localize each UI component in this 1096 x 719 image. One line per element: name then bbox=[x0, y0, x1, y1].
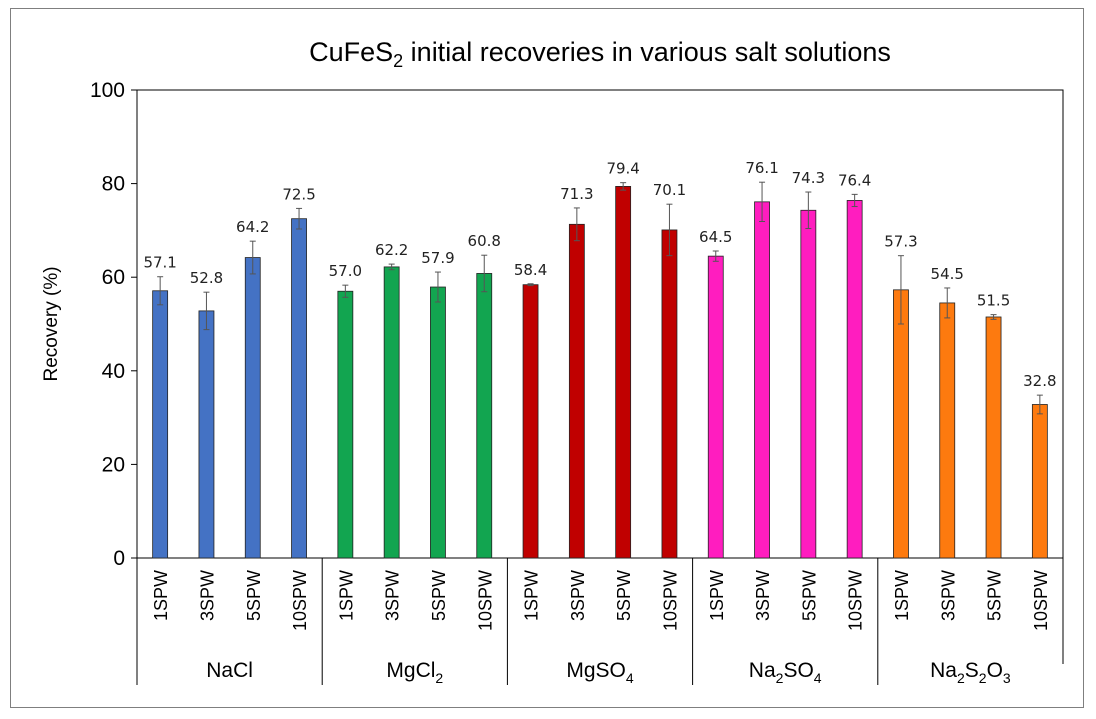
data-label: 72.5 bbox=[282, 185, 315, 203]
category-label: 1SPW bbox=[707, 570, 727, 621]
category-label: 10SPW bbox=[846, 570, 866, 631]
group-label: MgSO4 bbox=[566, 659, 634, 686]
data-label: 64.2 bbox=[236, 218, 269, 236]
data-label: 79.4 bbox=[606, 160, 639, 178]
data-label: 54.5 bbox=[931, 265, 964, 283]
data-label: 57.0 bbox=[329, 262, 362, 280]
category-label: 1SPW bbox=[522, 570, 542, 621]
bar bbox=[985, 316, 1002, 559]
category-label: 10SPW bbox=[290, 570, 310, 631]
bar bbox=[615, 186, 632, 559]
category-label: 5SPW bbox=[429, 570, 449, 621]
bar bbox=[1031, 404, 1048, 559]
bar bbox=[661, 229, 678, 559]
category-label: 5SPW bbox=[244, 570, 264, 621]
category-label: 10SPW bbox=[1031, 570, 1051, 631]
data-label: 52.8 bbox=[190, 269, 223, 287]
bar bbox=[198, 310, 215, 559]
bar bbox=[846, 200, 863, 559]
group-label: MgCl2 bbox=[386, 659, 443, 686]
data-label: 74.3 bbox=[792, 169, 825, 187]
data-label: 57.1 bbox=[143, 254, 176, 272]
bar bbox=[893, 289, 909, 559]
data-label: 51.5 bbox=[977, 292, 1010, 310]
y-tick-label: 60 bbox=[102, 266, 125, 289]
data-label: 71.3 bbox=[560, 185, 593, 203]
y-tick-label: 100 bbox=[90, 79, 125, 102]
category-label: 3SPW bbox=[753, 570, 773, 621]
category-label: 5SPW bbox=[799, 570, 819, 621]
category-label: 3SPW bbox=[568, 570, 588, 621]
bar bbox=[754, 201, 770, 559]
bar bbox=[522, 284, 539, 559]
bar bbox=[800, 209, 817, 559]
bar bbox=[476, 273, 493, 559]
bar bbox=[337, 290, 354, 559]
plot-area bbox=[136, 89, 1064, 559]
bar bbox=[939, 302, 956, 559]
data-label: 57.3 bbox=[884, 233, 917, 251]
data-label: 60.8 bbox=[468, 232, 501, 250]
bar bbox=[244, 257, 261, 559]
data-label: 70.1 bbox=[653, 181, 686, 199]
group-label: Na2SO4 bbox=[749, 659, 822, 686]
bar bbox=[430, 286, 446, 559]
category-label: 10SPW bbox=[660, 570, 680, 631]
y-axis-label: Recovery (%) bbox=[41, 266, 62, 381]
group-label: Na2S2O3 bbox=[930, 659, 1011, 686]
chart-frame: CuFeS2 initial recoveries in various sal… bbox=[10, 8, 1084, 708]
data-label: 58.4 bbox=[514, 261, 547, 279]
category-label: 10SPW bbox=[475, 570, 495, 631]
category-label: 5SPW bbox=[985, 570, 1005, 621]
category-label: 3SPW bbox=[383, 570, 403, 621]
category-label: 1SPW bbox=[336, 570, 356, 621]
category-label: 3SPW bbox=[938, 570, 958, 621]
data-label: 76.4 bbox=[838, 171, 871, 189]
group-label: NaCl bbox=[206, 659, 253, 682]
bar bbox=[291, 218, 307, 559]
category-label: 5SPW bbox=[614, 570, 634, 621]
bar bbox=[707, 255, 724, 559]
category-label: 1SPW bbox=[151, 570, 171, 621]
y-tick-label: 80 bbox=[102, 173, 125, 196]
bar bbox=[568, 223, 585, 559]
bar bbox=[152, 290, 169, 559]
data-label: 64.5 bbox=[699, 228, 732, 246]
category-label: 3SPW bbox=[197, 570, 217, 621]
data-label: 32.8 bbox=[1023, 372, 1056, 390]
data-label: 62.2 bbox=[375, 241, 408, 259]
recovery-bar-chart: CuFeS2 initial recoveries in various sal… bbox=[41, 37, 1064, 686]
data-label: 57.9 bbox=[421, 249, 454, 267]
y-tick-label: 40 bbox=[102, 360, 125, 383]
category-label: 1SPW bbox=[892, 570, 912, 621]
bar bbox=[383, 266, 400, 559]
y-tick-label: 0 bbox=[113, 547, 125, 570]
chart-title: CuFeS2 initial recoveries in various sal… bbox=[309, 37, 891, 71]
y-tick-label: 20 bbox=[102, 453, 125, 476]
data-label: 76.1 bbox=[745, 159, 778, 177]
